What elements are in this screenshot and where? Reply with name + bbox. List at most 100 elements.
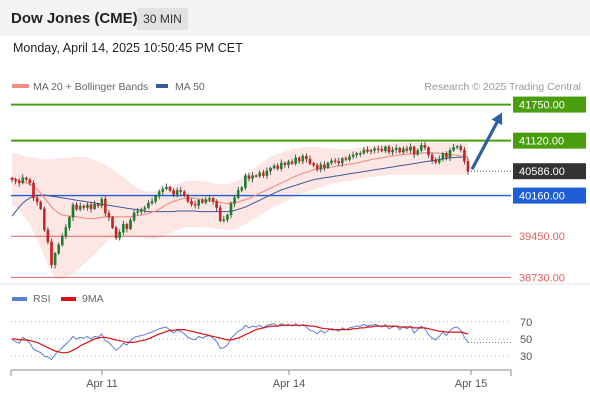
candle-down: [427, 147, 430, 156]
candle-up: [143, 207, 147, 210]
candle-up: [301, 155, 305, 162]
candle-down: [10, 177, 14, 181]
bollinger-band: [12, 142, 468, 280]
price-panel: 41750.00 41120.00 40586.00 40160.00 39450.00…: [10, 96, 586, 284]
candle-up: [251, 175, 254, 179]
candle-up: [258, 172, 262, 177]
candle-up: [226, 214, 229, 220]
candle-up: [229, 203, 233, 216]
candle-down: [96, 203, 100, 207]
candle-up: [272, 165, 276, 169]
candle-up: [139, 209, 143, 212]
candle-down: [387, 146, 391, 153]
candle-down: [333, 160, 337, 162]
candle-up: [330, 160, 333, 164]
candle-up: [362, 149, 366, 154]
time-axis-label: Apr 11: [86, 378, 118, 390]
candle-up: [280, 162, 283, 169]
time-axis-label: Apr 15: [455, 378, 487, 390]
candle-up: [236, 190, 240, 198]
candle-up: [132, 212, 136, 221]
ma20-legend-swatch: [12, 84, 29, 88]
candle-up: [222, 219, 226, 221]
candle-up: [175, 190, 179, 195]
candle-up: [355, 152, 359, 156]
candle-up: [373, 148, 376, 151]
level-label: 40586.00: [519, 166, 565, 178]
rsi-tick-label: 70: [520, 317, 532, 329]
candle-up: [136, 211, 140, 213]
candle-down: [182, 191, 186, 196]
time-axis-label: Apr 14: [273, 378, 305, 390]
candle-up: [448, 150, 452, 158]
level-label: 41750.00: [519, 100, 565, 112]
candle-down: [200, 199, 204, 203]
candle-down: [262, 172, 265, 176]
candle-down: [186, 195, 190, 202]
candle-up: [233, 197, 236, 204]
candle-up: [455, 146, 459, 148]
candle-up: [319, 164, 323, 170]
level-label: 41120.00: [519, 136, 564, 148]
candle-down: [254, 175, 258, 177]
candle-up: [369, 150, 373, 152]
ma50-line: [11, 156, 468, 217]
candle-down: [215, 201, 218, 208]
candle-down: [312, 163, 315, 166]
candle-up: [154, 195, 157, 202]
level-label: 40160.00: [519, 191, 565, 203]
rsi-ma-line: [12, 324, 469, 354]
candle-up: [240, 187, 244, 191]
candle-down: [82, 205, 86, 208]
candle-down: [445, 152, 448, 158]
timestamp: Monday, April 14, 2025 10:50:45 PM CET: [13, 41, 243, 55]
candle-up: [71, 204, 75, 218]
candle-down: [125, 223, 129, 229]
candle-up: [161, 188, 165, 192]
level-label-box: [513, 132, 586, 149]
candle-down: [430, 154, 434, 161]
candle-down: [39, 201, 42, 209]
candle-up: [287, 161, 290, 165]
candle-up: [384, 146, 387, 152]
candle-down: [211, 198, 215, 202]
candle-down: [315, 164, 319, 170]
candle-down: [423, 144, 427, 148]
candle-down: [466, 160, 470, 172]
candle-up: [341, 158, 344, 164]
candle-up: [64, 227, 68, 237]
candle-up: [57, 244, 60, 254]
candle-up: [157, 191, 161, 197]
ma50-legend-label: MA 50: [175, 81, 205, 93]
timeframe-badge[interactable]: 30 MIN: [137, 8, 188, 30]
ma50-legend-swatch: [156, 84, 168, 88]
candle-up: [265, 170, 269, 176]
chart-header: Dow Jones (CME) 30 MIN: [0, 0, 590, 36]
candle-down: [276, 165, 280, 169]
candle-up: [129, 219, 132, 229]
candle-down: [344, 158, 348, 160]
candle-up: [93, 203, 96, 209]
rsi-legend-swatch: [12, 297, 27, 301]
candle-down: [32, 182, 35, 199]
candle-up: [326, 162, 330, 168]
candle-up: [61, 235, 64, 245]
ma20-legend-label: MA 20 + Bollinger Bands: [33, 81, 148, 93]
candle-down: [283, 162, 287, 165]
level-label: 38730.00: [519, 272, 565, 284]
candle-up: [394, 147, 398, 151]
candle-up: [68, 217, 71, 228]
forecast-arrow-shaft: [470, 117, 501, 170]
candle-down: [25, 177, 28, 180]
candle-down: [405, 148, 409, 151]
time-axis: Apr 11 Apr 14 Apr 15: [10, 370, 512, 390]
candle-down: [28, 179, 32, 184]
rsi-panel: 70 50 30: [11, 317, 532, 363]
candle-down: [193, 203, 197, 206]
candle-down: [46, 229, 50, 243]
candle-up: [452, 147, 455, 151]
candle-up: [409, 146, 412, 151]
candle-up: [53, 253, 57, 265]
candle-down: [308, 158, 312, 164]
